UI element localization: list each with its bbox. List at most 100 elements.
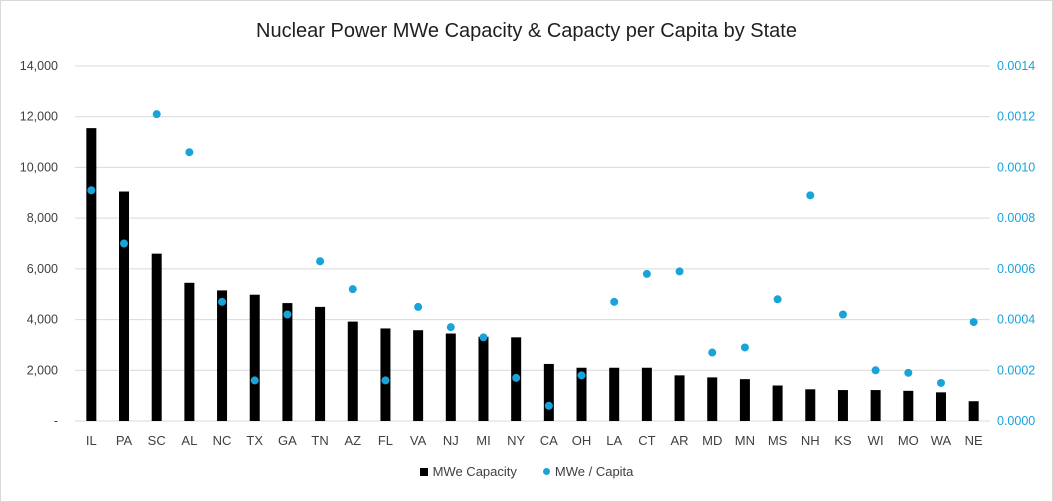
bar-mwe-capacity [249,294,260,421]
point-mwe-per-capita [381,376,390,385]
point-mwe-per-capita [479,333,488,342]
x-tick-label: IL [86,433,97,448]
x-tick-label: NH [801,433,820,448]
x-tick-label: NY [507,433,525,448]
point-mwe-per-capita [152,110,161,119]
bar-mwe-capacity [315,306,326,421]
bar-mwe-capacity [282,303,293,421]
y-right-tick-label: 0.0012 [997,110,1035,124]
point-mwe-per-capita [218,297,227,306]
x-tick-label: NC [213,433,232,448]
bar-mwe-capacity [347,321,358,421]
bar-mwe-capacity [478,336,489,421]
bar-mwe-capacity [935,392,946,421]
y-right-tick-label: 0.0008 [997,211,1035,225]
point-mwe-per-capita [185,148,194,157]
point-mwe-per-capita [316,257,325,266]
legend-swatch-bar [419,467,428,476]
bar-mwe-capacity [543,363,554,421]
point-mwe-per-capita [708,348,717,357]
x-tick-label: LA [606,433,622,448]
bar-mwe-capacity [576,367,587,421]
point-mwe-per-capita [642,269,651,278]
bar-mwe-capacity [968,401,979,421]
x-tick-label: OH [572,433,592,448]
x-tick-label: AZ [344,433,361,448]
bar-mwe-capacity [445,333,456,421]
x-tick-label: MI [476,433,490,448]
bar-mwe-capacity [674,375,685,421]
x-tick-label: VA [410,433,427,448]
bar-mwe-capacity [837,390,848,421]
bar-mwe-capacity [903,390,914,421]
x-tick-label: GA [278,433,297,448]
bar-mwe-capacity [413,330,424,421]
legend: MWe Capacity MWe / Capita [0,464,1053,479]
y-left-tick-label: 2,000 [27,363,58,377]
bar-mwe-capacity [119,191,130,421]
point-mwe-per-capita [969,318,978,327]
x-tick-label: PA [116,433,133,448]
point-mwe-per-capita [806,191,815,200]
x-tick-label: FL [378,433,393,448]
x-tick-label: AL [181,433,197,448]
point-mwe-per-capita [871,366,880,375]
bar-mwe-capacity [380,328,391,421]
bar-mwe-capacity [805,389,816,421]
point-mwe-per-capita [283,310,292,319]
legend-item-capacity: MWe Capacity [419,464,517,479]
point-mwe-per-capita [740,343,749,352]
point-mwe-per-capita [512,373,521,382]
x-tick-label: MN [735,433,755,448]
point-mwe-per-capita [773,295,782,304]
point-mwe-per-capita [544,401,553,410]
y-right-tick-label: 0.0014 [997,59,1035,73]
legend-item-per-capita: MWe / Capita [542,464,634,479]
bar-mwe-capacity [86,128,97,421]
x-tick-label: AR [671,433,689,448]
y-left-tick-label: 10,000 [20,160,58,174]
bar-mwe-capacity [772,385,783,421]
point-mwe-per-capita [577,371,586,380]
y-left-tick-label: - [54,414,58,428]
chart-title: Nuclear Power MWe Capacity & Capacty per… [256,20,797,42]
x-tick-label: CA [540,433,558,448]
bar-mwe-capacity [739,379,750,421]
x-tick-label: CT [638,433,655,448]
point-mwe-per-capita [414,302,423,311]
legend-swatch-dot [542,468,550,475]
y-right-tick-label: 0.0000 [997,414,1035,428]
bar-mwe-capacity [151,253,162,421]
point-mwe-per-capita [446,323,455,332]
x-tick-label: NE [965,433,983,448]
y-left-tick-label: 8,000 [27,211,58,225]
y-right-tick-label: 0.0010 [997,160,1035,174]
bar-mwe-capacity [217,290,228,421]
point-mwe-per-capita [610,297,619,306]
bar-mwe-capacity [609,367,620,421]
point-mwe-per-capita [120,239,129,248]
y-left-tick-label: 14,000 [20,59,58,73]
y-right-tick-label: 0.0002 [997,363,1035,377]
point-mwe-per-capita [348,285,357,294]
x-tick-label: WA [931,433,952,448]
y-right-tick-label: 0.0006 [997,262,1035,276]
y-left-tick-label: 6,000 [27,262,58,276]
point-mwe-per-capita [250,376,259,385]
bar-mwe-capacity [707,377,718,421]
bar-mwe-capacity [184,282,195,421]
point-mwe-per-capita [675,267,684,276]
x-tick-label: WI [868,433,884,448]
legend-label-per-capita: MWe / Capita [554,464,634,479]
bar-mwe-capacity [870,390,881,421]
x-tick-label: NJ [443,433,459,448]
x-tick-label: TN [311,433,328,448]
y-left-tick-label: 12,000 [20,110,58,124]
x-tick-label: KS [834,433,852,448]
bar-mwe-capacity [641,367,652,421]
point-mwe-per-capita [87,186,96,195]
y-left-tick-label: 4,000 [27,313,58,327]
x-tick-label: SC [148,433,166,448]
x-tick-label: TX [246,433,263,448]
